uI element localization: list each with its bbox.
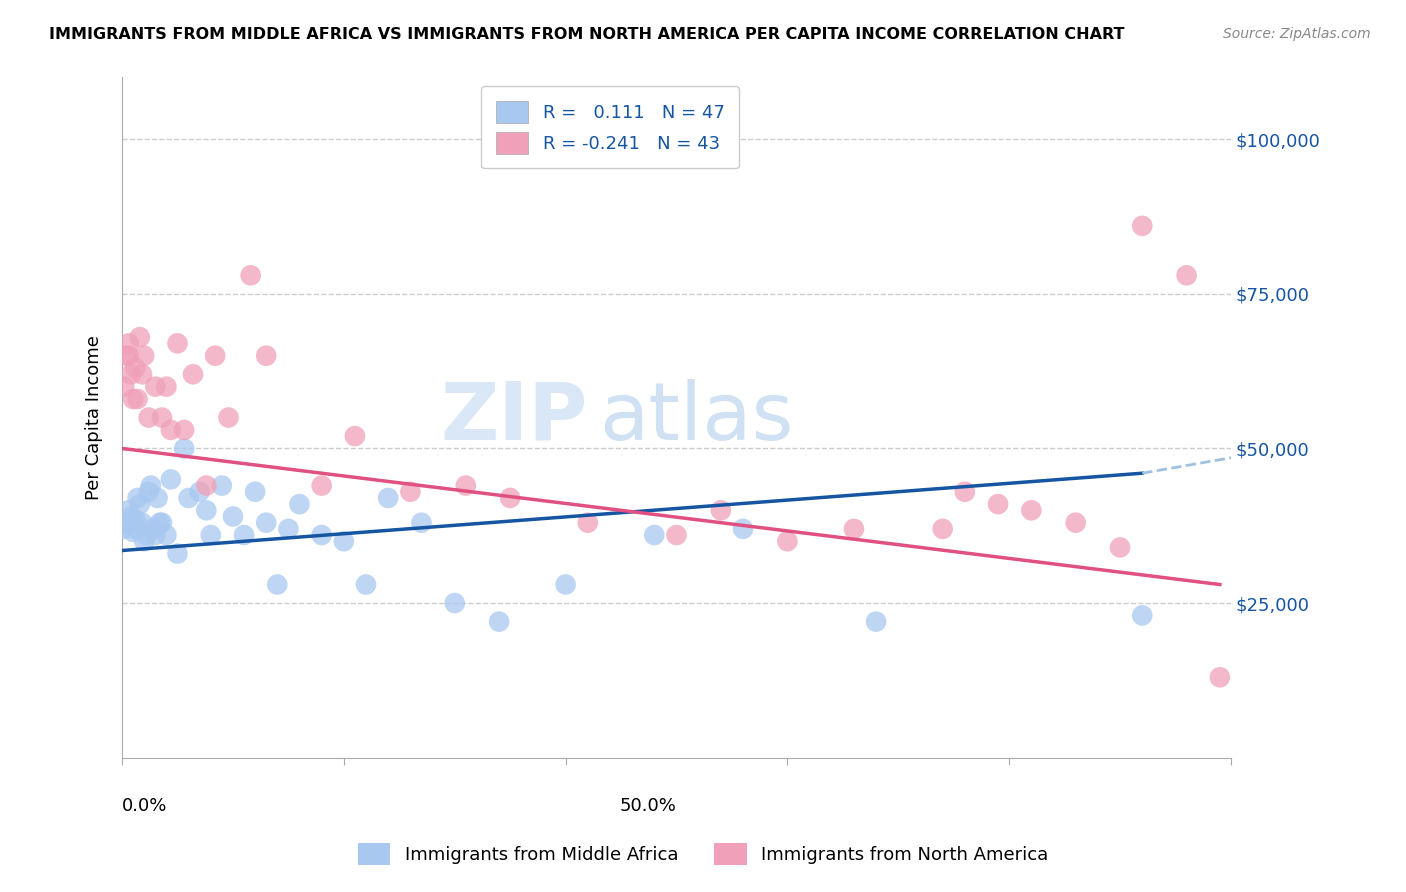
Point bbox=[122, 392, 145, 406]
Point bbox=[488, 615, 510, 629]
Point bbox=[377, 491, 399, 505]
Point bbox=[311, 478, 333, 492]
Point bbox=[554, 577, 576, 591]
Point bbox=[127, 491, 149, 505]
Point bbox=[128, 497, 150, 511]
Text: 50.0%: 50.0% bbox=[620, 797, 676, 814]
Point bbox=[710, 503, 733, 517]
Point bbox=[665, 528, 688, 542]
Point bbox=[118, 336, 141, 351]
Legend: R =   0.111   N = 47, R = -0.241   N = 43: R = 0.111 N = 47, R = -0.241 N = 43 bbox=[481, 87, 738, 169]
Point bbox=[1021, 503, 1043, 517]
Point bbox=[233, 528, 256, 542]
Point bbox=[931, 522, 953, 536]
Point bbox=[155, 379, 177, 393]
Point bbox=[643, 528, 665, 542]
Y-axis label: Per Capita Income: Per Capita Income bbox=[86, 335, 103, 500]
Point bbox=[166, 547, 188, 561]
Point bbox=[311, 528, 333, 542]
Point bbox=[120, 368, 142, 382]
Point bbox=[124, 513, 146, 527]
Point bbox=[195, 503, 218, 517]
Point bbox=[166, 336, 188, 351]
Point bbox=[115, 516, 138, 530]
Point bbox=[576, 516, 599, 530]
Point bbox=[211, 478, 233, 492]
Point bbox=[865, 615, 887, 629]
Point bbox=[120, 509, 142, 524]
Point bbox=[134, 534, 156, 549]
Point bbox=[222, 509, 245, 524]
Point bbox=[131, 368, 153, 382]
Point bbox=[1064, 516, 1087, 530]
Point bbox=[443, 596, 465, 610]
Point bbox=[288, 497, 311, 511]
Point bbox=[1130, 219, 1153, 233]
Point bbox=[127, 392, 149, 406]
Point bbox=[150, 516, 173, 530]
Point bbox=[112, 522, 135, 536]
Point bbox=[138, 410, 160, 425]
Point bbox=[135, 528, 157, 542]
Legend: Immigrants from Middle Africa, Immigrants from North America: Immigrants from Middle Africa, Immigrant… bbox=[349, 834, 1057, 874]
Point bbox=[277, 522, 299, 536]
Point bbox=[953, 484, 976, 499]
Point bbox=[204, 349, 226, 363]
Point bbox=[173, 442, 195, 456]
Point bbox=[150, 410, 173, 425]
Point bbox=[139, 478, 162, 492]
Point bbox=[122, 524, 145, 539]
Point bbox=[181, 368, 204, 382]
Text: 0.0%: 0.0% bbox=[122, 797, 167, 814]
Point bbox=[218, 410, 240, 425]
Point bbox=[776, 534, 799, 549]
Point bbox=[1130, 608, 1153, 623]
Point bbox=[842, 522, 865, 536]
Point bbox=[124, 522, 146, 536]
Point bbox=[343, 429, 366, 443]
Text: ZIP: ZIP bbox=[440, 378, 588, 457]
Point bbox=[143, 379, 166, 393]
Point bbox=[454, 478, 477, 492]
Point bbox=[200, 528, 222, 542]
Point bbox=[134, 349, 156, 363]
Point bbox=[149, 516, 172, 530]
Point bbox=[143, 528, 166, 542]
Point bbox=[138, 484, 160, 499]
Point bbox=[118, 349, 141, 363]
Point bbox=[160, 472, 183, 486]
Point bbox=[239, 268, 262, 283]
Point bbox=[195, 478, 218, 492]
Point bbox=[160, 423, 183, 437]
Point bbox=[254, 349, 277, 363]
Point bbox=[188, 484, 211, 499]
Point bbox=[1109, 541, 1132, 555]
Point bbox=[1175, 268, 1198, 283]
Point bbox=[731, 522, 754, 536]
Point bbox=[177, 491, 200, 505]
Point bbox=[131, 516, 153, 530]
Point bbox=[124, 361, 146, 376]
Text: IMMIGRANTS FROM MIDDLE AFRICA VS IMMIGRANTS FROM NORTH AMERICA PER CAPITA INCOME: IMMIGRANTS FROM MIDDLE AFRICA VS IMMIGRA… bbox=[49, 27, 1125, 42]
Point bbox=[399, 484, 422, 499]
Point bbox=[411, 516, 433, 530]
Point bbox=[987, 497, 1010, 511]
Point bbox=[155, 528, 177, 542]
Point bbox=[118, 503, 141, 517]
Point bbox=[1209, 670, 1232, 684]
Text: atlas: atlas bbox=[599, 378, 793, 457]
Point bbox=[115, 349, 138, 363]
Point bbox=[142, 522, 165, 536]
Point bbox=[243, 484, 266, 499]
Text: Source: ZipAtlas.com: Source: ZipAtlas.com bbox=[1223, 27, 1371, 41]
Point bbox=[112, 379, 135, 393]
Point bbox=[354, 577, 377, 591]
Point bbox=[173, 423, 195, 437]
Point bbox=[146, 491, 169, 505]
Point bbox=[254, 516, 277, 530]
Point bbox=[266, 577, 288, 591]
Point bbox=[128, 330, 150, 344]
Point bbox=[499, 491, 522, 505]
Point bbox=[333, 534, 356, 549]
